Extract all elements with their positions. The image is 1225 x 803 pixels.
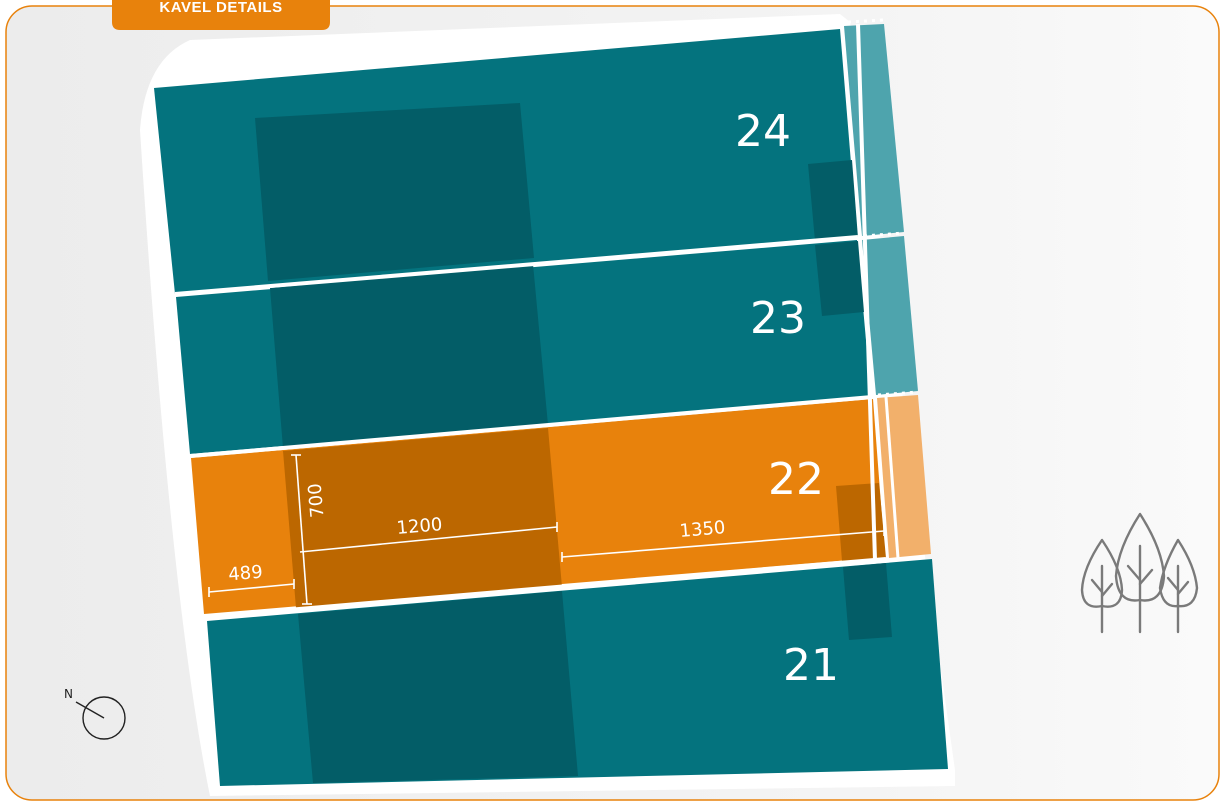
dimension-garden: 1350 bbox=[679, 517, 726, 542]
dimension-depth: 700 bbox=[305, 482, 329, 518]
plot-number: 21 bbox=[783, 640, 839, 691]
dimension-front: 489 bbox=[227, 562, 263, 586]
dimension-house: 1200 bbox=[396, 514, 443, 539]
compass-north-label: N bbox=[64, 687, 73, 701]
trees-icon bbox=[1080, 512, 1199, 634]
plot-22[interactable]: 22 bbox=[191, 399, 886, 614]
plot-21[interactable]: 21 bbox=[207, 559, 948, 786]
plot-number: 22 bbox=[768, 454, 824, 505]
path-segment-23 bbox=[862, 236, 918, 395]
plot-number: 24 bbox=[735, 106, 791, 157]
compass: N bbox=[64, 687, 126, 740]
path-boundaries bbox=[847, 18, 919, 397]
plot-23[interactable]: 23 bbox=[176, 240, 871, 454]
path-segment-22 bbox=[877, 395, 931, 558]
plot-number: 23 bbox=[750, 293, 806, 344]
dimension-lines bbox=[208, 454, 885, 605]
header-title: KAVEL DETAILS bbox=[159, 0, 282, 16]
compass-circle bbox=[82, 696, 126, 740]
header-tab: KAVEL DETAILS bbox=[112, 0, 330, 30]
plot-24[interactable]: 24 bbox=[154, 29, 858, 294]
compass-needle bbox=[75, 701, 105, 719]
path-divider-22 bbox=[884, 396, 900, 559]
plot-dividers bbox=[174, 23, 887, 619]
